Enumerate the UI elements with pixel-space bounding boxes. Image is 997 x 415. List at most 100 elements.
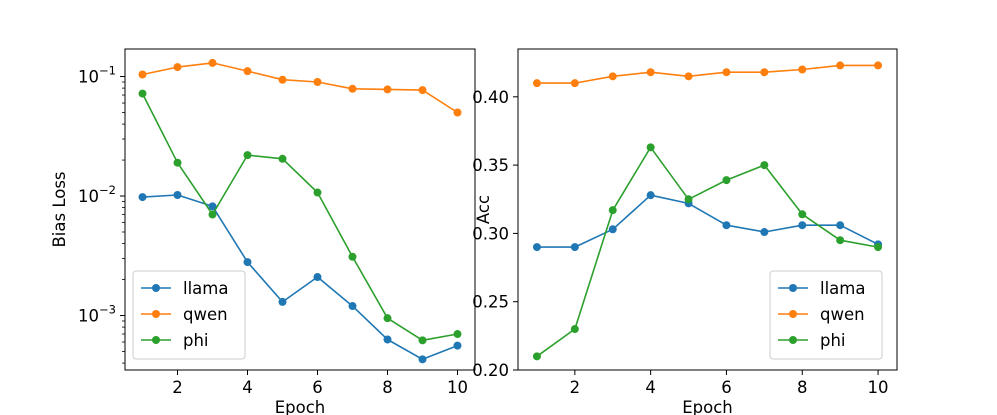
data-point-qwen — [760, 68, 769, 77]
y-tick-label: 0.20 — [472, 361, 509, 380]
series-line-llama — [142, 194, 458, 361]
data-point-phi — [760, 161, 769, 170]
data-point-llama — [608, 225, 617, 234]
y-axis-label: Acc — [474, 195, 493, 224]
data-point-llama — [418, 355, 427, 364]
data-point-llama — [348, 302, 357, 311]
y-tick-label: 10−2 — [78, 183, 116, 206]
data-point-llama — [383, 335, 392, 344]
data-point-llama — [208, 202, 217, 211]
plot-frame — [124, 48, 476, 371]
legend-label-phi: phi — [183, 331, 209, 350]
data-point-qwen — [646, 68, 655, 77]
data-point-qwen — [836, 61, 845, 70]
y-tick-label: 0.40 — [472, 88, 509, 107]
data-point-phi — [313, 188, 322, 197]
data-point-phi — [173, 158, 182, 167]
data-point-llama — [570, 243, 579, 252]
data-point-llama — [760, 228, 769, 237]
x-tick-label: 10 — [868, 378, 889, 397]
x-tick-label: 4 — [645, 378, 656, 397]
x-tick-label: 8 — [797, 378, 808, 397]
legend-label-phi: phi — [820, 331, 846, 350]
legend-marker-qwen — [789, 310, 797, 318]
data-point-qwen — [418, 86, 427, 95]
data-point-llama — [836, 221, 845, 230]
data-point-llama — [798, 221, 807, 230]
data-point-phi — [532, 352, 541, 361]
data-point-phi — [798, 210, 807, 219]
data-point-phi — [570, 325, 579, 334]
data-point-qwen — [608, 72, 617, 81]
series-line-qwen — [142, 62, 458, 114]
data-point-qwen — [532, 79, 541, 88]
data-point-phi — [874, 243, 883, 252]
y-tick-label: 10−3 — [78, 303, 116, 326]
x-tick-label: 6 — [312, 378, 323, 397]
legend: llama qwen phi — [132, 270, 246, 360]
data-point-phi — [278, 154, 287, 163]
legend: llama qwen phi — [769, 270, 883, 360]
y-tick-label: 0.35 — [472, 156, 509, 175]
data-point-qwen — [570, 79, 579, 88]
series-line-llama — [537, 194, 879, 248]
data-point-qwen — [453, 108, 462, 117]
data-point-llama — [138, 193, 147, 202]
data-point-llama — [722, 221, 731, 230]
data-point-qwen — [383, 85, 392, 94]
data-point-llama — [313, 273, 322, 282]
y-axis-label: Bias Loss — [50, 171, 69, 247]
data-point-qwen — [173, 63, 182, 72]
data-point-phi — [383, 314, 392, 323]
data-point-qwen — [684, 72, 693, 81]
data-point-qwen — [348, 84, 357, 93]
data-point-phi — [243, 151, 252, 160]
data-point-phi — [684, 195, 693, 204]
y-tick-label: 0.25 — [472, 293, 509, 312]
x-tick-label: 4 — [242, 378, 253, 397]
y-tick-label: 10−1 — [78, 64, 116, 87]
legend-marker-llama — [152, 284, 160, 292]
x-tick-label: 8 — [382, 378, 393, 397]
legend-label-llama: llama — [820, 279, 865, 298]
data-point-qwen — [722, 68, 731, 77]
data-point-qwen — [313, 78, 322, 87]
legend-label-qwen: qwen — [183, 305, 228, 324]
x-axis-label: Epoch — [275, 398, 326, 415]
x-axis-label: Epoch — [682, 398, 733, 415]
legend-frame — [132, 270, 246, 360]
data-point-phi — [138, 89, 147, 98]
data-point-llama — [532, 243, 541, 252]
data-point-qwen — [243, 67, 252, 76]
legend-label-qwen: qwen — [820, 305, 865, 324]
y-tick-label: 0.30 — [472, 224, 509, 243]
data-point-qwen — [138, 70, 147, 79]
series-line-phi — [141, 93, 458, 342]
legend-marker-llama — [789, 284, 797, 292]
bias-loss-panel: 2 4 6 8 10 10−3 10−2 10−1 Epoch Bias Loss llama qwe… — [50, 48, 476, 415]
data-point-llama — [453, 341, 462, 350]
x-tick-label: 2 — [570, 378, 581, 397]
legend-marker-phi — [152, 336, 160, 344]
data-point-phi — [453, 330, 462, 339]
data-point-phi — [722, 176, 731, 185]
legend-frame — [769, 270, 883, 360]
data-point-qwen — [798, 65, 807, 74]
data-point-phi — [348, 252, 357, 261]
data-point-phi — [208, 210, 217, 219]
data-point-qwen — [874, 61, 883, 70]
series-line-qwen — [537, 64, 878, 84]
data-point-phi — [836, 236, 845, 245]
accuracy-panel: 2 4 6 8 10 0.20 0.25 0.30 0.35 0.40 Epoch Acc llama q… — [472, 48, 898, 415]
data-point-llama — [173, 191, 182, 200]
data-point-llama — [646, 191, 655, 200]
data-point-phi — [418, 336, 427, 345]
data-point-qwen — [278, 75, 287, 84]
legend-label-llama: llama — [183, 279, 228, 298]
data-point-llama — [278, 297, 287, 306]
data-point-phi — [646, 143, 655, 152]
plot-frame — [517, 48, 898, 371]
data-point-qwen — [208, 58, 217, 67]
x-tick-label: 10 — [447, 378, 468, 397]
